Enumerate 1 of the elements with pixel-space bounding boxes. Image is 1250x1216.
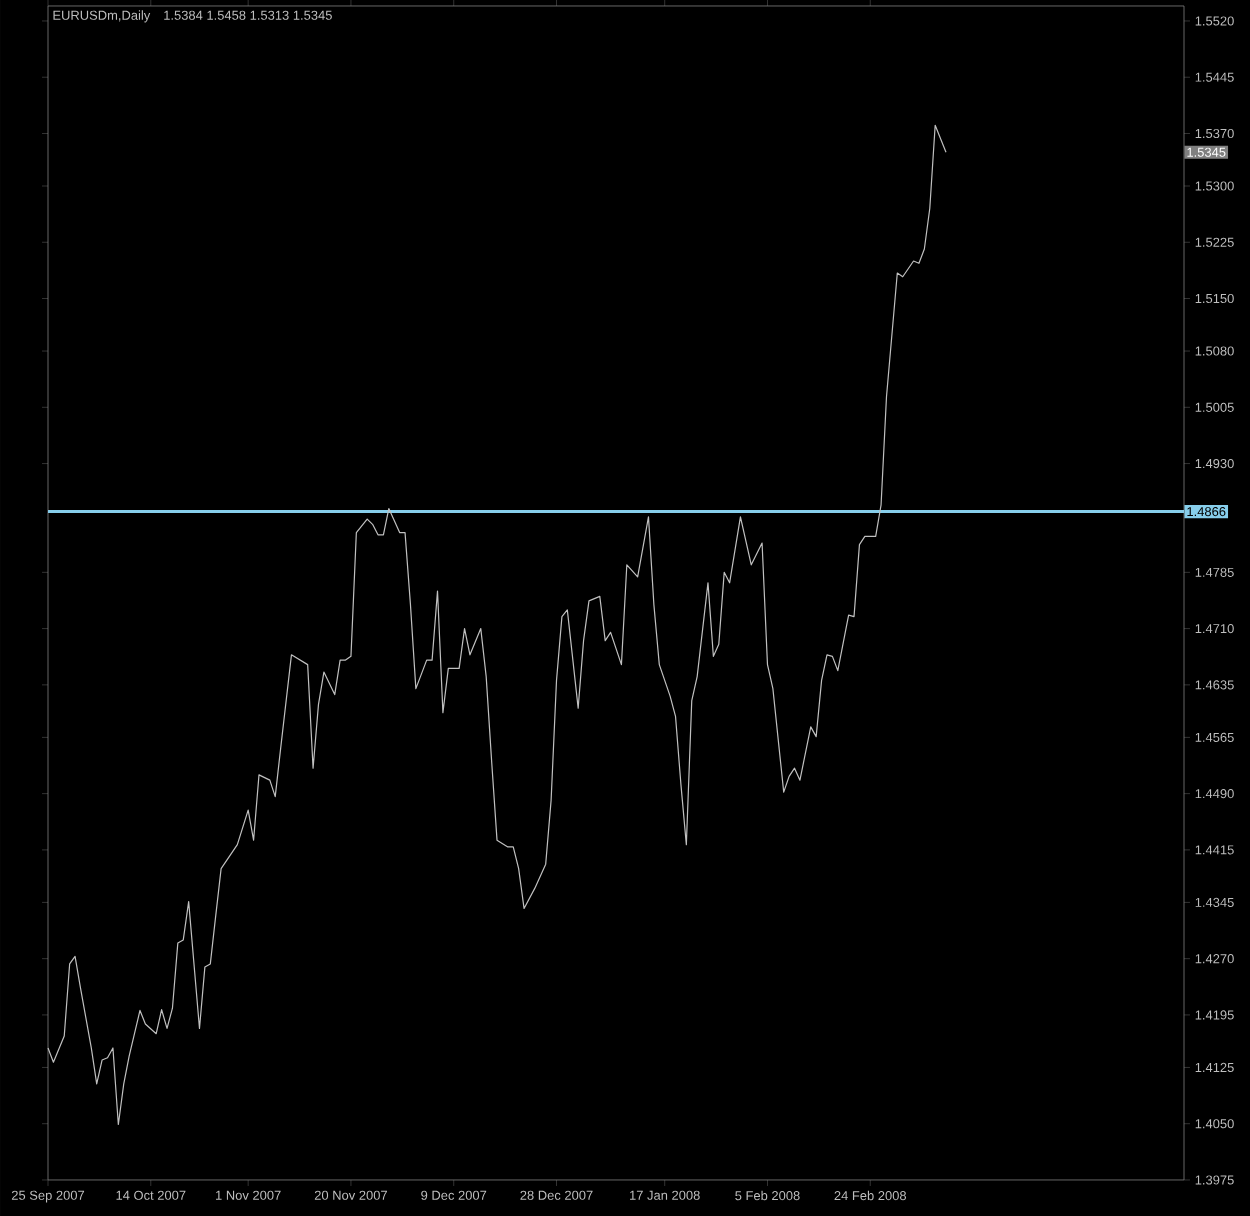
line-series — [47, 124, 947, 1126]
